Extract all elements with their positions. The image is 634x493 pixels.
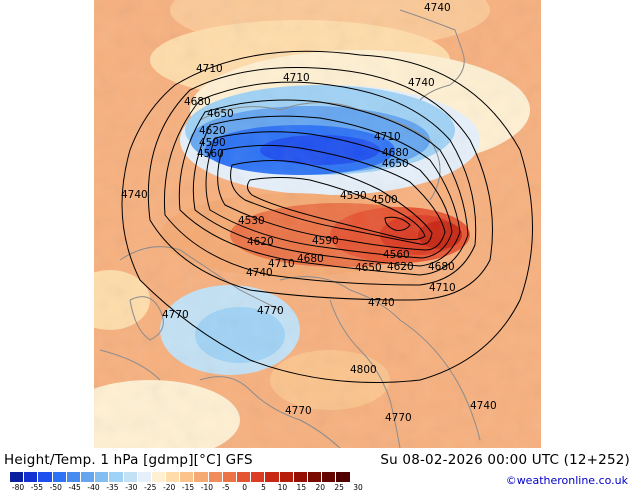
colorbar-swatch	[279, 472, 294, 482]
contour-label: 4800	[350, 364, 377, 376]
contour-label: 4650	[355, 262, 382, 274]
contour-label: 4680	[297, 253, 324, 265]
colorbar-swatch	[194, 472, 209, 482]
colorbar-tick-label: -50	[49, 483, 62, 492]
colorbar-swatch	[80, 472, 96, 482]
contour-label: 4770	[285, 405, 312, 417]
contour-label: 4590	[312, 235, 339, 247]
contour-label: 4710	[196, 63, 223, 75]
colorbar-tick-label: 20	[315, 483, 325, 492]
colorbar-tick-label: 5	[261, 483, 266, 492]
contour-label: 4680	[382, 147, 409, 159]
colorbar-swatch	[265, 472, 280, 482]
contour-label: 4770	[162, 309, 189, 321]
contour-label: 4530	[340, 190, 367, 202]
contour-label: 4770	[385, 412, 412, 424]
colorbar-ticks: -80 -55 -50 -45 -40 -35 -30 -25 -20 -15 -10 -5 0 5 10 1…	[10, 483, 363, 493]
contour-label: 4710	[283, 72, 310, 84]
contour-labels: 4740 4710 4710 4740 4680 4650 4620 4590 …	[121, 2, 497, 424]
contour-label: 4740	[424, 2, 451, 14]
contour-label: 4710	[429, 282, 456, 294]
contour-label: 4650	[207, 108, 234, 120]
contour-label: 4680	[184, 96, 211, 108]
credit-link[interactable]: ©weatheronline.co.uk	[505, 474, 628, 487]
colorbar-swatch	[52, 472, 67, 482]
colorbar-swatch	[293, 472, 308, 482]
contour-label: 4740	[246, 267, 273, 279]
colorbar-tick-label: -20	[162, 483, 176, 492]
colorbar-swatch	[123, 472, 138, 482]
colorbar-tick-label: 0	[242, 483, 248, 492]
colorbar-swatch	[10, 472, 25, 482]
height-contours	[121, 50, 533, 383]
colorbar-tick-label: -15	[181, 483, 195, 492]
contour-label: 4590	[199, 137, 226, 149]
contour-label: 4740	[470, 400, 497, 412]
colorbar-swatch	[307, 472, 323, 482]
contour-label: 4560	[383, 249, 410, 261]
colorbar-tick-label: -45	[68, 483, 81, 492]
contour-label: 4500	[371, 194, 398, 206]
contour-label: 4740	[121, 189, 148, 201]
colorbar-tick-label: 25	[334, 483, 344, 492]
colorbar-tick-label: -30	[125, 483, 138, 492]
colorbar-swatch	[95, 472, 110, 482]
contour-label: 4620	[199, 125, 226, 137]
contour-label: 4650	[382, 158, 409, 170]
colorbar-tick-label: -40	[87, 483, 100, 492]
valid-time: Su 08-02-2026 00:00 UTC (12+252)	[380, 452, 630, 468]
coastlines	[99, 9, 481, 448]
colorbar-swatch	[24, 472, 39, 482]
colorbar-tick-label: -25	[144, 483, 157, 492]
colorbar-tick-label: -55	[30, 483, 43, 492]
colorbar-tick-label: -35	[106, 483, 119, 492]
colorbar-swatch	[222, 472, 237, 482]
contour-label: 4620	[387, 261, 414, 273]
contour-label: 4560	[197, 148, 224, 160]
colorbar-tick-label: -10	[200, 483, 213, 492]
colorbar-tick-label: 10	[277, 483, 288, 492]
colorbar-tick-label: 30	[353, 483, 363, 492]
contour-label: 4740	[408, 77, 435, 89]
colorbar-swatch	[180, 472, 195, 482]
colorbar-tick-label: -5	[222, 483, 230, 492]
contour-label: 4680	[428, 261, 455, 273]
colorbar-swatch	[151, 472, 167, 482]
colorbar-swatch	[137, 472, 152, 482]
colorbar-swatch	[208, 472, 223, 482]
colorbar-swatch	[251, 472, 266, 482]
temperature-field	[94, 0, 541, 448]
contour-label: 4710	[374, 131, 401, 143]
chart-title: Height/Temp. 1 hPa [gdmp][°C] GFS	[4, 452, 253, 468]
colorbar-tick-label: -80	[11, 483, 25, 492]
colorbar-swatch	[166, 472, 181, 482]
contour-label: 4740	[368, 297, 395, 309]
colorbar-swatch	[237, 472, 252, 482]
colorbar	[10, 472, 351, 482]
colorbar-swatch	[38, 472, 53, 482]
colorbar-swatch	[336, 472, 351, 482]
contour-label: 4530	[238, 215, 265, 227]
colorbar-swatch	[66, 472, 81, 482]
colorbar-tick-label: 15	[296, 483, 307, 492]
footer: Height/Temp. 1 hPa [gdmp][°C] GFS Su 08-…	[0, 452, 634, 493]
contour-label: 4620	[247, 236, 274, 248]
contour-label: 4710	[268, 258, 295, 270]
contour-label: 4770	[257, 305, 284, 317]
colorbar-swatch	[322, 472, 337, 482]
colorbar-swatch	[109, 472, 124, 482]
